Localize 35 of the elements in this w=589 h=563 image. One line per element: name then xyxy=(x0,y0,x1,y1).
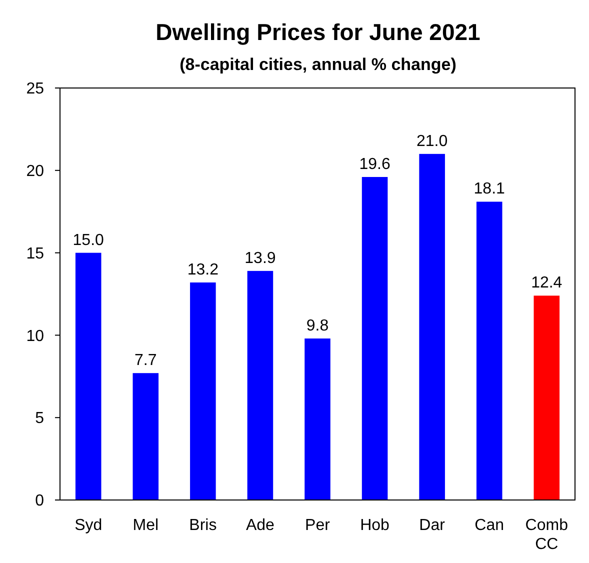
x-tick-label: Mel xyxy=(132,517,159,534)
x-tick-label: Dar xyxy=(419,517,446,534)
y-tick-label: 20 xyxy=(26,163,44,180)
data-label: 15.0 xyxy=(72,232,104,249)
data-label: 18.1 xyxy=(474,180,506,198)
chart-title: Dwelling Prices for June 2021 xyxy=(156,19,481,45)
bar xyxy=(534,296,560,500)
x-tick-label: Syd xyxy=(74,517,102,534)
x-tick-label: Can xyxy=(474,517,504,534)
data-label: 21.0 xyxy=(416,132,448,150)
x-tick-label: Per xyxy=(305,517,331,534)
data-label: 12.4 xyxy=(531,274,562,292)
chart-subtitle: (8-capital cities, annual % change) xyxy=(180,55,456,74)
x-tick-label: Ade xyxy=(246,517,275,534)
y-tick-label: 0 xyxy=(35,492,44,510)
x-tick-label: Comb CC xyxy=(525,517,568,554)
y-tick-label: 10 xyxy=(26,328,44,345)
bar xyxy=(362,176,388,500)
bar xyxy=(75,252,102,500)
bar xyxy=(132,373,159,500)
bar xyxy=(476,202,502,500)
x-tick-label: Bris xyxy=(189,517,217,534)
data-label: 7.7 xyxy=(134,352,157,370)
data-label: 19.6 xyxy=(359,156,390,173)
bar xyxy=(247,270,274,500)
x-tick-label: Hob xyxy=(360,517,390,534)
bar xyxy=(190,282,216,500)
data-label: 9.8 xyxy=(306,317,329,334)
y-tick-label: 25 xyxy=(26,80,44,98)
data-label: 13.2 xyxy=(187,261,219,278)
bar xyxy=(419,154,445,500)
bar xyxy=(304,338,330,500)
y-tick-label: 15 xyxy=(26,245,44,262)
y-tick-label: 5 xyxy=(35,410,44,428)
data-label: 13.9 xyxy=(244,250,276,267)
